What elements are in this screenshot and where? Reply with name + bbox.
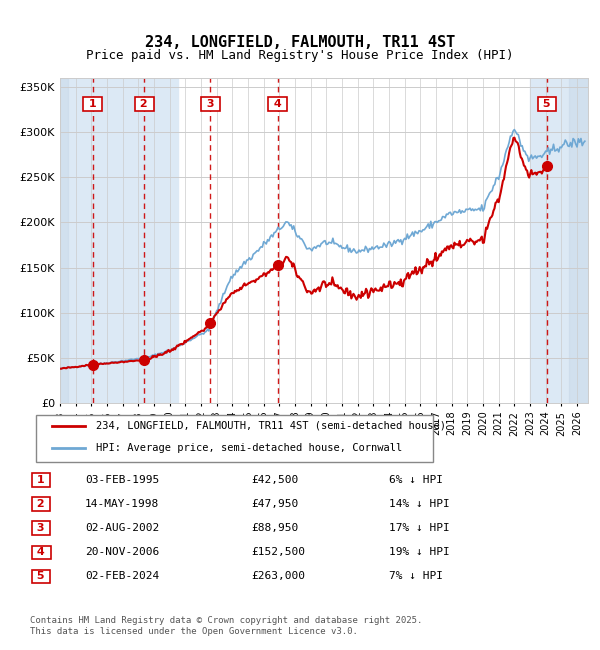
Text: 2: 2: [136, 99, 152, 109]
Bar: [569, 78, 588, 403]
FancyBboxPatch shape: [35, 415, 433, 462]
Text: Price paid vs. HM Land Registry's House Price Index (HPI): Price paid vs. HM Land Registry's House …: [86, 49, 514, 62]
Bar: [530, 78, 588, 403]
Text: 234, LONGFIELD, FALMOUTH, TR11 4ST: 234, LONGFIELD, FALMOUTH, TR11 4ST: [145, 34, 455, 50]
Text: £42,500: £42,500: [251, 475, 298, 485]
Text: 4: 4: [270, 99, 286, 109]
Text: 234, LONGFIELD, FALMOUTH, TR11 4ST (semi-detached house): 234, LONGFIELD, FALMOUTH, TR11 4ST (semi…: [96, 421, 446, 431]
Text: £47,950: £47,950: [251, 499, 298, 509]
Text: 5: 5: [539, 99, 555, 109]
Text: 20-NOV-2006: 20-NOV-2006: [85, 547, 160, 557]
Bar: [60, 78, 115, 403]
Text: 2: 2: [33, 499, 49, 509]
Text: 3: 3: [34, 523, 49, 533]
Text: 02-FEB-2024: 02-FEB-2024: [85, 571, 160, 581]
Text: 7% ↓ HPI: 7% ↓ HPI: [389, 571, 443, 581]
Text: 5: 5: [34, 571, 49, 581]
Text: 03-FEB-1995: 03-FEB-1995: [85, 475, 160, 485]
Text: Contains HM Land Registry data © Crown copyright and database right 2025.
This d: Contains HM Land Registry data © Crown c…: [30, 616, 422, 636]
Text: 4: 4: [33, 547, 49, 557]
Text: 17% ↓ HPI: 17% ↓ HPI: [389, 523, 449, 533]
Text: 3: 3: [203, 99, 218, 109]
Text: 1: 1: [85, 99, 100, 109]
Text: 14% ↓ HPI: 14% ↓ HPI: [389, 499, 449, 509]
Bar: [60, 78, 68, 403]
Text: £152,500: £152,500: [251, 547, 305, 557]
Text: 19% ↓ HPI: 19% ↓ HPI: [389, 547, 449, 557]
Text: £88,950: £88,950: [251, 523, 298, 533]
Bar: [115, 78, 178, 403]
Text: 14-MAY-1998: 14-MAY-1998: [85, 499, 160, 509]
Text: 02-AUG-2002: 02-AUG-2002: [85, 523, 160, 533]
Text: £263,000: £263,000: [251, 571, 305, 581]
Text: 6% ↓ HPI: 6% ↓ HPI: [389, 475, 443, 485]
Text: 1: 1: [33, 475, 49, 485]
Text: HPI: Average price, semi-detached house, Cornwall: HPI: Average price, semi-detached house,…: [96, 443, 403, 453]
